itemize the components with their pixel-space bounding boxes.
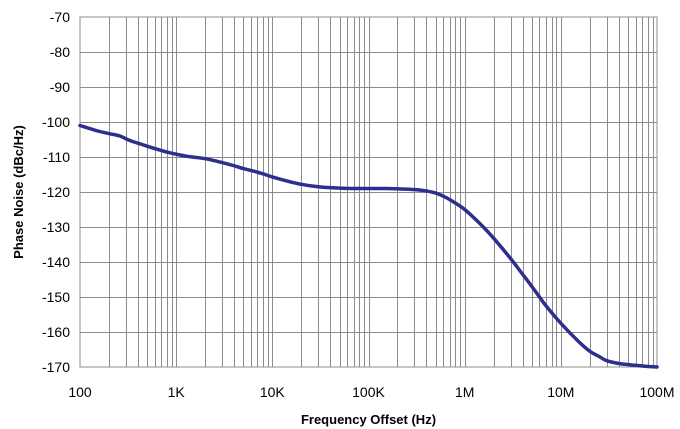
y-tick-label: -150	[42, 289, 70, 305]
y-tick-label: -160	[42, 324, 70, 340]
x-axis-tick-labels: 100 1K 10K 100K 1M 10M 100M	[68, 384, 674, 400]
y-axis-title: Phase Noise (dBc/Hz)	[11, 125, 26, 259]
y-tick-label: -90	[50, 79, 70, 95]
x-tick-label: 1M	[455, 384, 474, 400]
series-layer	[78, 123, 659, 369]
x-tick-label: 1K	[168, 384, 186, 400]
y-tick-label: -130	[42, 219, 70, 235]
x-axis-title: Frequency Offset (Hz)	[301, 412, 436, 427]
x-tick-label: 10K	[260, 384, 286, 400]
phase-noise-series-line	[78, 123, 659, 369]
grid	[80, 17, 657, 367]
x-tick-label: 100K	[352, 384, 385, 400]
x-tick-label: 100M	[639, 384, 674, 400]
y-tick-label: -120	[42, 184, 70, 200]
plot-area-border	[79, 16, 658, 368]
y-axis-tick-labels: -70 -80 -90 -100 -110 -120 -130 -140 -150 -160 -17…	[42, 9, 70, 375]
y-tick-label: -110	[43, 149, 70, 165]
y-tick-label: -80	[50, 44, 70, 60]
y-tick-label: -140	[42, 254, 70, 270]
y-tick-label: -170	[42, 359, 70, 375]
y-tick-label: -70	[50, 9, 70, 25]
y-tick-label: -100	[42, 114, 70, 130]
x-tick-label: 100	[68, 384, 92, 400]
x-tick-label: 10M	[547, 384, 574, 400]
